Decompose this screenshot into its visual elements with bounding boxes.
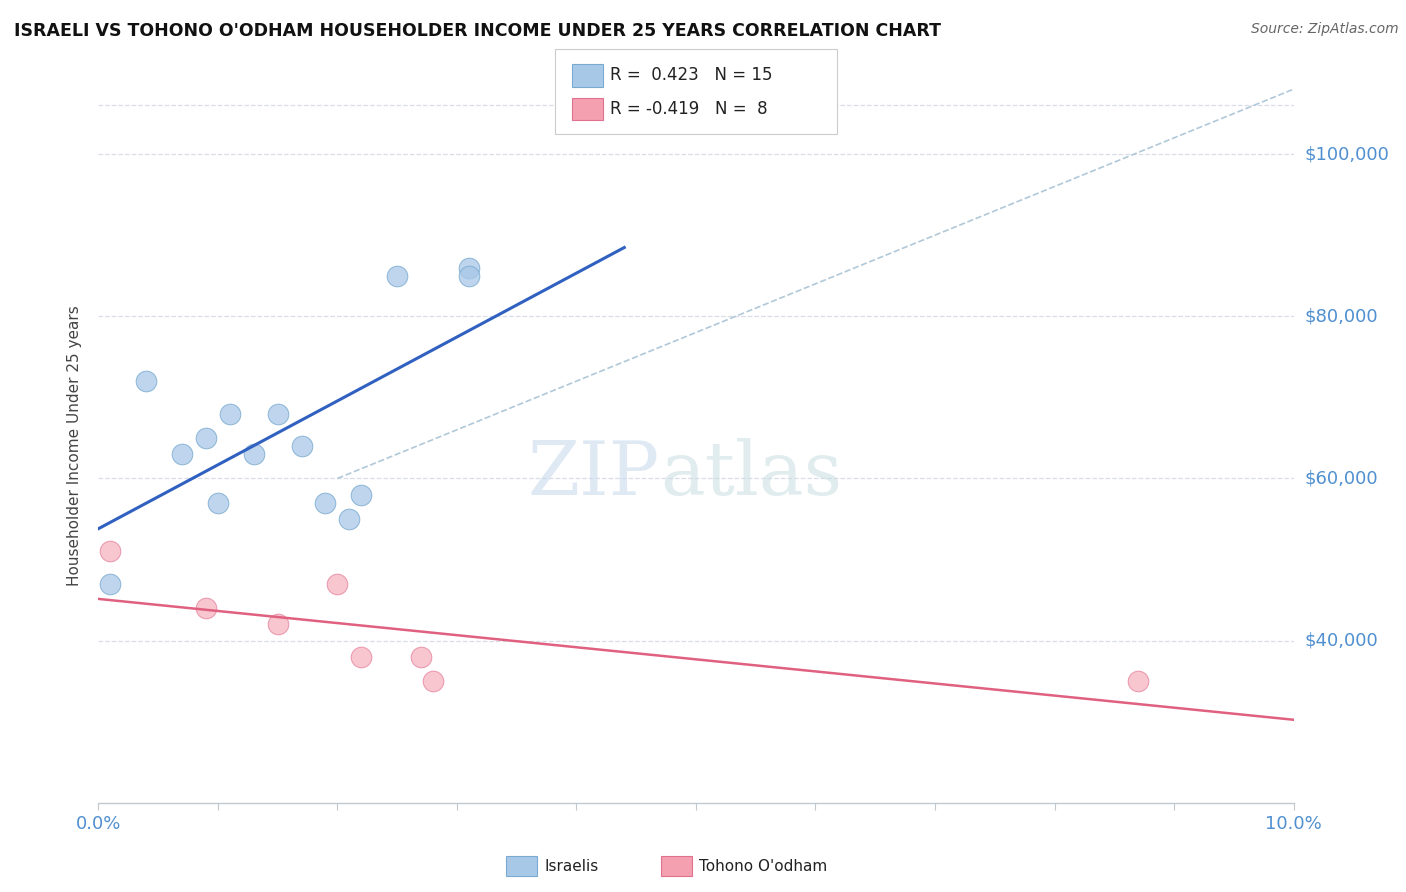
- Point: [422, 674, 444, 689]
- Y-axis label: Householder Income Under 25 years: Householder Income Under 25 years: [67, 306, 83, 586]
- Point: [172, 447, 194, 461]
- Point: [219, 407, 242, 421]
- Text: Tohono O'odham: Tohono O'odham: [699, 859, 827, 873]
- Point: [326, 577, 349, 591]
- Point: [194, 601, 218, 615]
- Point: [458, 260, 481, 275]
- Point: [267, 407, 290, 421]
- Point: [207, 496, 229, 510]
- Point: [385, 268, 409, 283]
- Point: [98, 544, 122, 558]
- Text: R =  0.423   N = 15: R = 0.423 N = 15: [610, 66, 773, 84]
- Point: [267, 617, 290, 632]
- Text: $100,000: $100,000: [1305, 145, 1389, 163]
- Text: $60,000: $60,000: [1305, 469, 1378, 487]
- Text: Source: ZipAtlas.com: Source: ZipAtlas.com: [1251, 22, 1399, 37]
- Point: [350, 649, 373, 664]
- Text: $80,000: $80,000: [1305, 307, 1378, 326]
- Point: [98, 577, 122, 591]
- Point: [350, 488, 373, 502]
- Point: [243, 447, 266, 461]
- Point: [458, 268, 481, 283]
- Point: [290, 439, 312, 453]
- Point: [135, 374, 157, 388]
- Text: Israelis: Israelis: [544, 859, 599, 873]
- Point: [315, 496, 337, 510]
- Text: $40,000: $40,000: [1305, 632, 1378, 649]
- Point: [194, 431, 218, 445]
- Text: ZIP: ZIP: [529, 438, 661, 511]
- Text: ISRAELI VS TOHONO O'ODHAM HOUSEHOLDER INCOME UNDER 25 YEARS CORRELATION CHART: ISRAELI VS TOHONO O'ODHAM HOUSEHOLDER IN…: [14, 22, 941, 40]
- Point: [1128, 674, 1150, 689]
- Text: atlas: atlas: [661, 438, 842, 511]
- Point: [411, 649, 433, 664]
- Point: [339, 512, 360, 526]
- Text: R = -0.419   N =  8: R = -0.419 N = 8: [610, 100, 768, 118]
